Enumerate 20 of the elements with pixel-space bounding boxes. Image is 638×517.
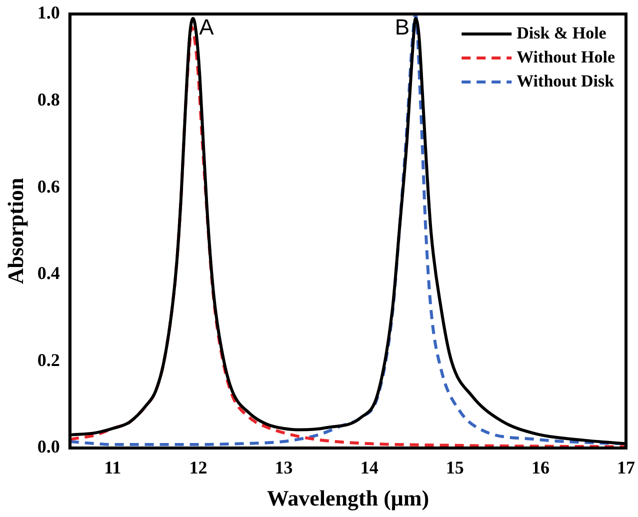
y-tick-label: 0.8: [37, 89, 60, 110]
x-tick-label: 17: [617, 457, 635, 478]
y-axis-title: Absorption: [2, 178, 28, 284]
legend-label: Without Hole: [516, 47, 616, 66]
x-tick-label: 16: [531, 457, 550, 478]
x-tick-label: 13: [274, 457, 293, 478]
legend-label: Without Disk: [516, 71, 615, 90]
legend-label: Disk & Hole: [516, 23, 607, 42]
x-axis-title: Wavelength (μm): [266, 485, 430, 510]
x-tick-label: 15: [446, 457, 464, 478]
x-tick-label: 11: [104, 457, 122, 478]
x-tick-label: 12: [189, 457, 208, 478]
y-tick-label: 0.4: [37, 263, 60, 284]
annotation: A: [199, 14, 214, 40]
y-tick-label: 0.0: [37, 436, 60, 457]
annotation: B: [394, 14, 410, 40]
x-tick-label: 14: [360, 457, 378, 478]
y-tick-label: 1.0: [37, 2, 60, 23]
y-tick-label: 0.6: [37, 176, 60, 196]
y-tick-label: 0.2: [37, 350, 60, 370]
